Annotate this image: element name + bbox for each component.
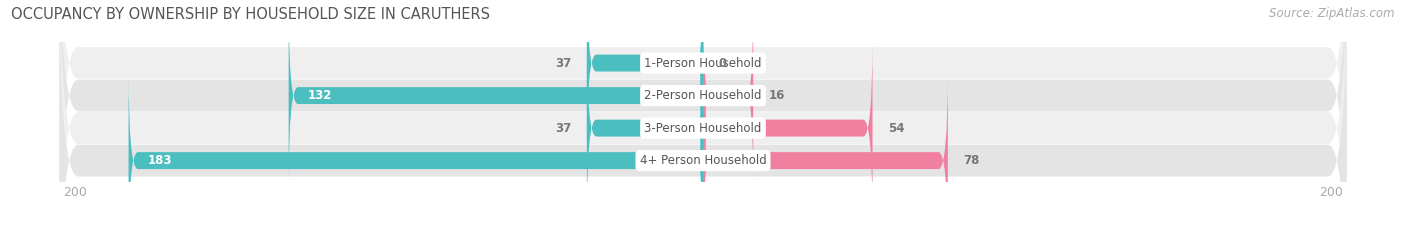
Text: 0: 0 bbox=[718, 57, 727, 70]
FancyBboxPatch shape bbox=[128, 72, 703, 233]
Text: 1-Person Household: 1-Person Household bbox=[644, 57, 762, 70]
Text: OCCUPANCY BY OWNERSHIP BY HOUSEHOLD SIZE IN CARUTHERS: OCCUPANCY BY OWNERSHIP BY HOUSEHOLD SIZE… bbox=[11, 7, 491, 22]
FancyBboxPatch shape bbox=[703, 39, 873, 217]
FancyBboxPatch shape bbox=[586, 39, 703, 217]
FancyBboxPatch shape bbox=[59, 0, 1347, 233]
FancyBboxPatch shape bbox=[586, 0, 703, 152]
Text: 2-Person Household: 2-Person Household bbox=[644, 89, 762, 102]
FancyBboxPatch shape bbox=[59, 0, 1347, 233]
FancyBboxPatch shape bbox=[59, 0, 1347, 233]
Text: 37: 37 bbox=[555, 122, 571, 135]
Text: 54: 54 bbox=[889, 122, 904, 135]
FancyBboxPatch shape bbox=[288, 7, 703, 185]
FancyBboxPatch shape bbox=[703, 72, 948, 233]
Text: 4+ Person Household: 4+ Person Household bbox=[640, 154, 766, 167]
Text: 78: 78 bbox=[963, 154, 980, 167]
FancyBboxPatch shape bbox=[703, 7, 754, 185]
Text: 132: 132 bbox=[308, 89, 332, 102]
Text: 37: 37 bbox=[555, 57, 571, 70]
FancyBboxPatch shape bbox=[59, 0, 1347, 233]
Text: 16: 16 bbox=[769, 89, 786, 102]
Text: 183: 183 bbox=[148, 154, 172, 167]
Text: Source: ZipAtlas.com: Source: ZipAtlas.com bbox=[1270, 7, 1395, 20]
Text: 3-Person Household: 3-Person Household bbox=[644, 122, 762, 135]
